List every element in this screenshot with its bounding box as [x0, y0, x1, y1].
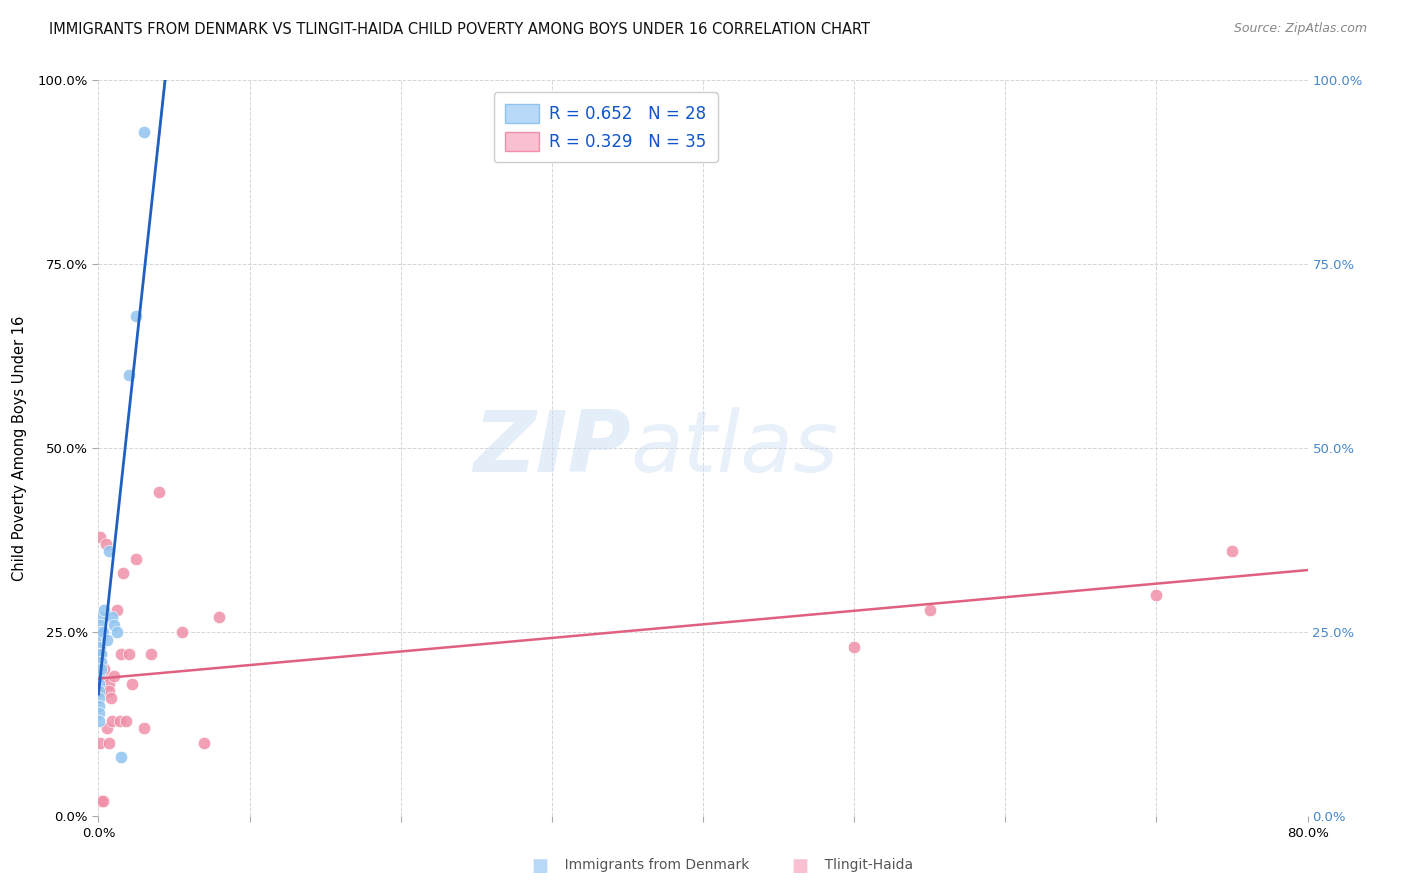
Point: [89, 617, 111, 632]
Point: [170, 625, 193, 640]
Point: [89, 648, 111, 662]
Legend: R = 0.652   N = 28, R = 0.329   N = 35: R = 0.652 N = 28, R = 0.329 N = 35: [494, 92, 717, 162]
Point: [110, 648, 132, 662]
Point: [96, 721, 118, 735]
Point: [89, 662, 111, 676]
Point: [101, 714, 124, 728]
Point: [89, 684, 111, 698]
Point: [89, 625, 111, 640]
Point: [103, 669, 125, 683]
Point: [118, 648, 141, 662]
Point: [94, 537, 117, 551]
Point: [111, 566, 134, 581]
Point: [89, 684, 111, 698]
Point: [121, 676, 143, 690]
Point: [89, 530, 111, 544]
Point: [132, 125, 155, 139]
Y-axis label: Child Poverty Among Boys Under 16: Child Poverty Among Boys Under 16: [11, 316, 27, 581]
Point: [89, 632, 111, 647]
Point: [108, 714, 131, 728]
Point: [89, 735, 111, 749]
Point: [90, 684, 112, 698]
Point: [100, 691, 122, 706]
Point: [844, 640, 866, 654]
Point: [90, 648, 112, 662]
Point: [114, 714, 136, 728]
Point: [89, 610, 111, 624]
Point: [89, 795, 111, 809]
Point: [91, 795, 114, 809]
Point: [89, 706, 111, 721]
Point: [98, 735, 121, 749]
Point: [110, 750, 132, 764]
Point: [89, 676, 111, 690]
Text: ZIP: ZIP: [472, 407, 630, 490]
Point: [98, 676, 121, 690]
Text: Source: ZipAtlas.com: Source: ZipAtlas.com: [1233, 22, 1367, 36]
Point: [98, 544, 121, 558]
Point: [89, 669, 111, 683]
Point: [105, 625, 128, 640]
Point: [90, 655, 112, 669]
Point: [148, 485, 170, 500]
Text: ■: ■: [531, 857, 548, 875]
Text: Tlingit-Haida: Tlingit-Haida: [794, 858, 914, 872]
Text: ■: ■: [792, 857, 808, 875]
Point: [90, 662, 112, 676]
Point: [89, 714, 111, 728]
Point: [90, 795, 112, 809]
Point: [103, 617, 125, 632]
Point: [89, 691, 111, 706]
Point: [141, 648, 163, 662]
Point: [918, 603, 941, 617]
Point: [93, 603, 115, 617]
Point: [105, 603, 128, 617]
Point: [118, 368, 141, 382]
Point: [1220, 544, 1243, 558]
Point: [93, 662, 115, 676]
Point: [91, 669, 114, 683]
Point: [96, 632, 118, 647]
Point: [89, 640, 111, 654]
Text: atlas: atlas: [630, 407, 838, 490]
Point: [208, 610, 231, 624]
Text: Immigrants from Denmark: Immigrants from Denmark: [534, 858, 749, 872]
Point: [125, 309, 148, 323]
Point: [193, 735, 215, 749]
Point: [101, 610, 124, 624]
Point: [125, 551, 148, 566]
Point: [132, 721, 155, 735]
Point: [89, 698, 111, 713]
Point: [1144, 589, 1167, 603]
Point: [98, 684, 121, 698]
Point: [91, 625, 114, 640]
Text: IMMIGRANTS FROM DENMARK VS TLINGIT-HAIDA CHILD POVERTY AMONG BOYS UNDER 16 CORRE: IMMIGRANTS FROM DENMARK VS TLINGIT-HAIDA…: [49, 22, 870, 37]
